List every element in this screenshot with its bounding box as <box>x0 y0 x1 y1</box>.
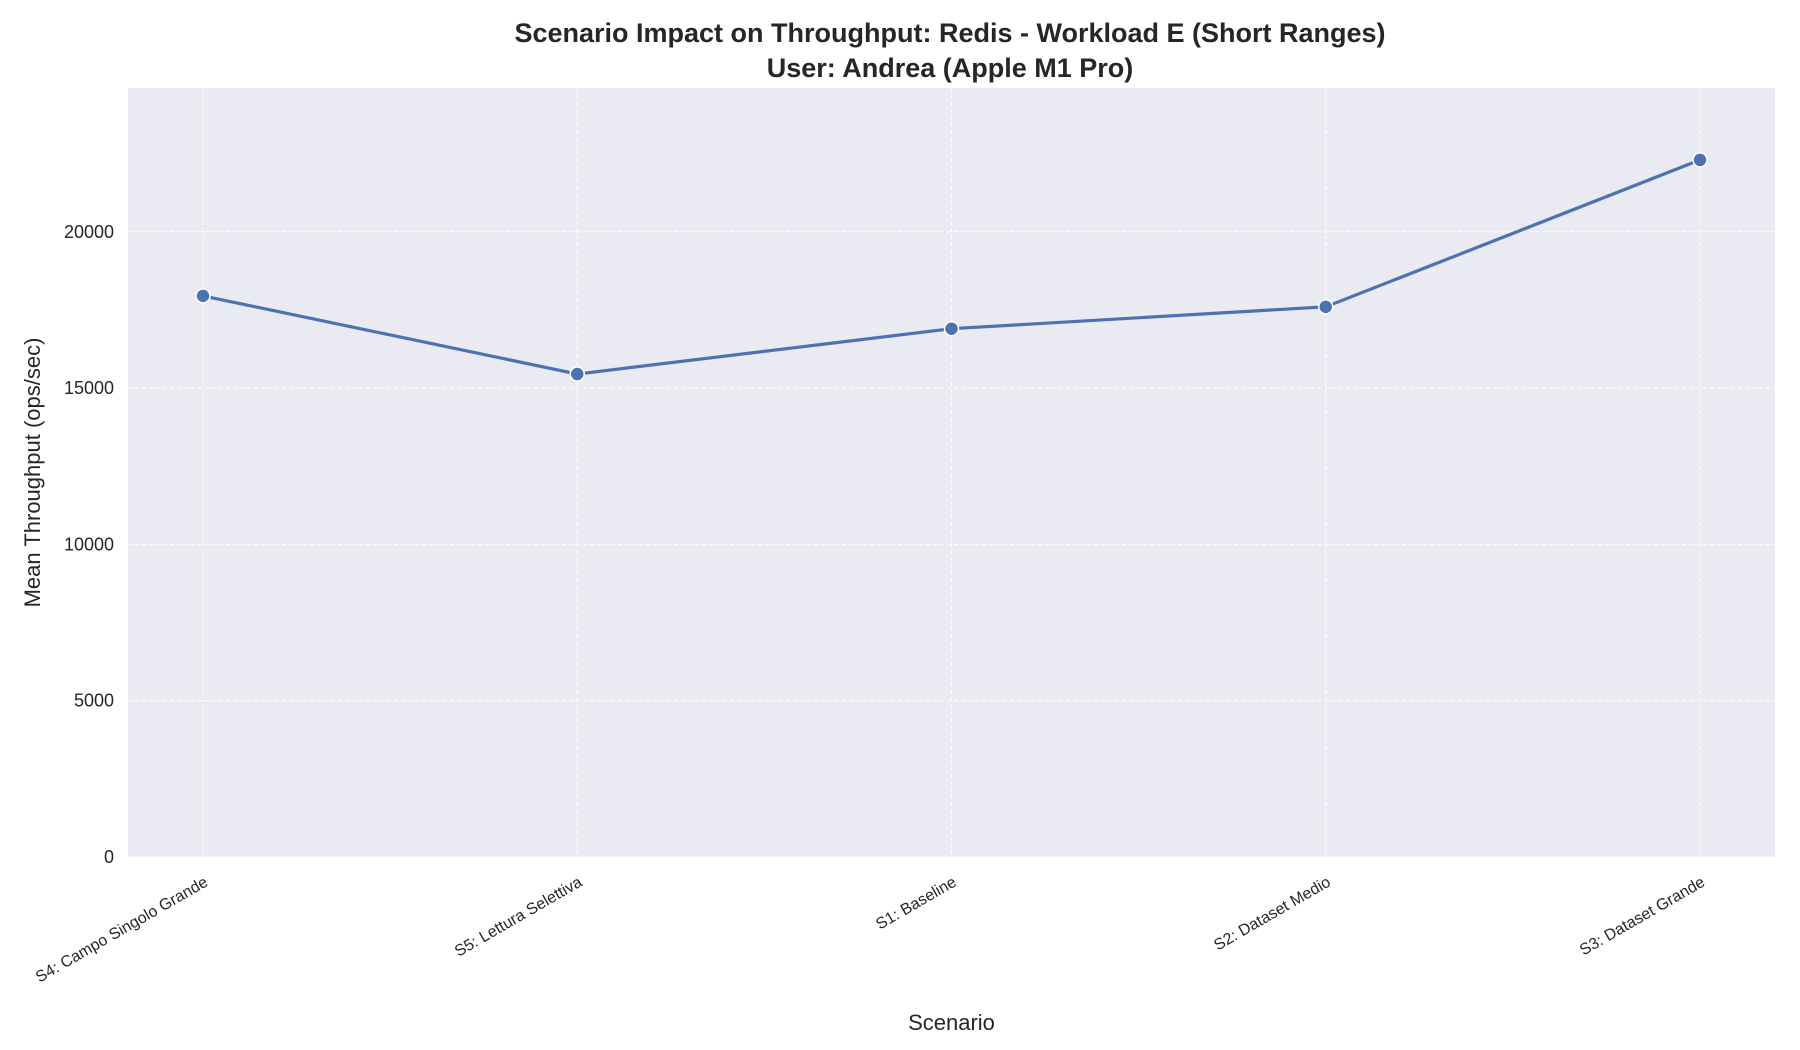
x-axis-ticks: S4: Campo Singolo Grande S5: Lettura Sele… <box>33 874 1708 987</box>
grid-lines <box>128 88 1775 858</box>
series-layer <box>195 152 1708 382</box>
y-tick-label: 15000 <box>64 378 114 398</box>
data-point <box>1692 152 1708 168</box>
x-tick-label: S2: Dataset Medio <box>1211 874 1334 955</box>
y-tick-label: 5000 <box>74 691 114 711</box>
data-point <box>943 320 960 337</box>
chart-title: Scenario Impact on Throughput: Redis - W… <box>514 18 1385 48</box>
x-tick-label: S5: Lettura Selettiva <box>452 874 585 961</box>
data-point <box>569 366 585 382</box>
data-point <box>195 288 211 304</box>
y-tick-label: 0 <box>104 847 114 867</box>
x-tick-label: S1: Baseline <box>873 874 959 934</box>
y-tick-label: 10000 <box>64 534 114 554</box>
y-tick-label: 20000 <box>64 222 114 242</box>
chart-subtitle: User: Andrea (Apple M1 Pro) <box>767 53 1134 83</box>
y-axis-ticks: 0 5000 10000 15000 20000 <box>64 222 114 867</box>
data-point <box>1318 299 1334 315</box>
x-tick-label: S4: Campo Singolo Grande <box>33 874 211 987</box>
x-tick-label: S3: Dataset Grande <box>1577 874 1708 959</box>
y-axis-label: Mean Throughput (ops/sec) <box>20 338 45 608</box>
x-axis-label: Scenario <box>908 1010 995 1035</box>
